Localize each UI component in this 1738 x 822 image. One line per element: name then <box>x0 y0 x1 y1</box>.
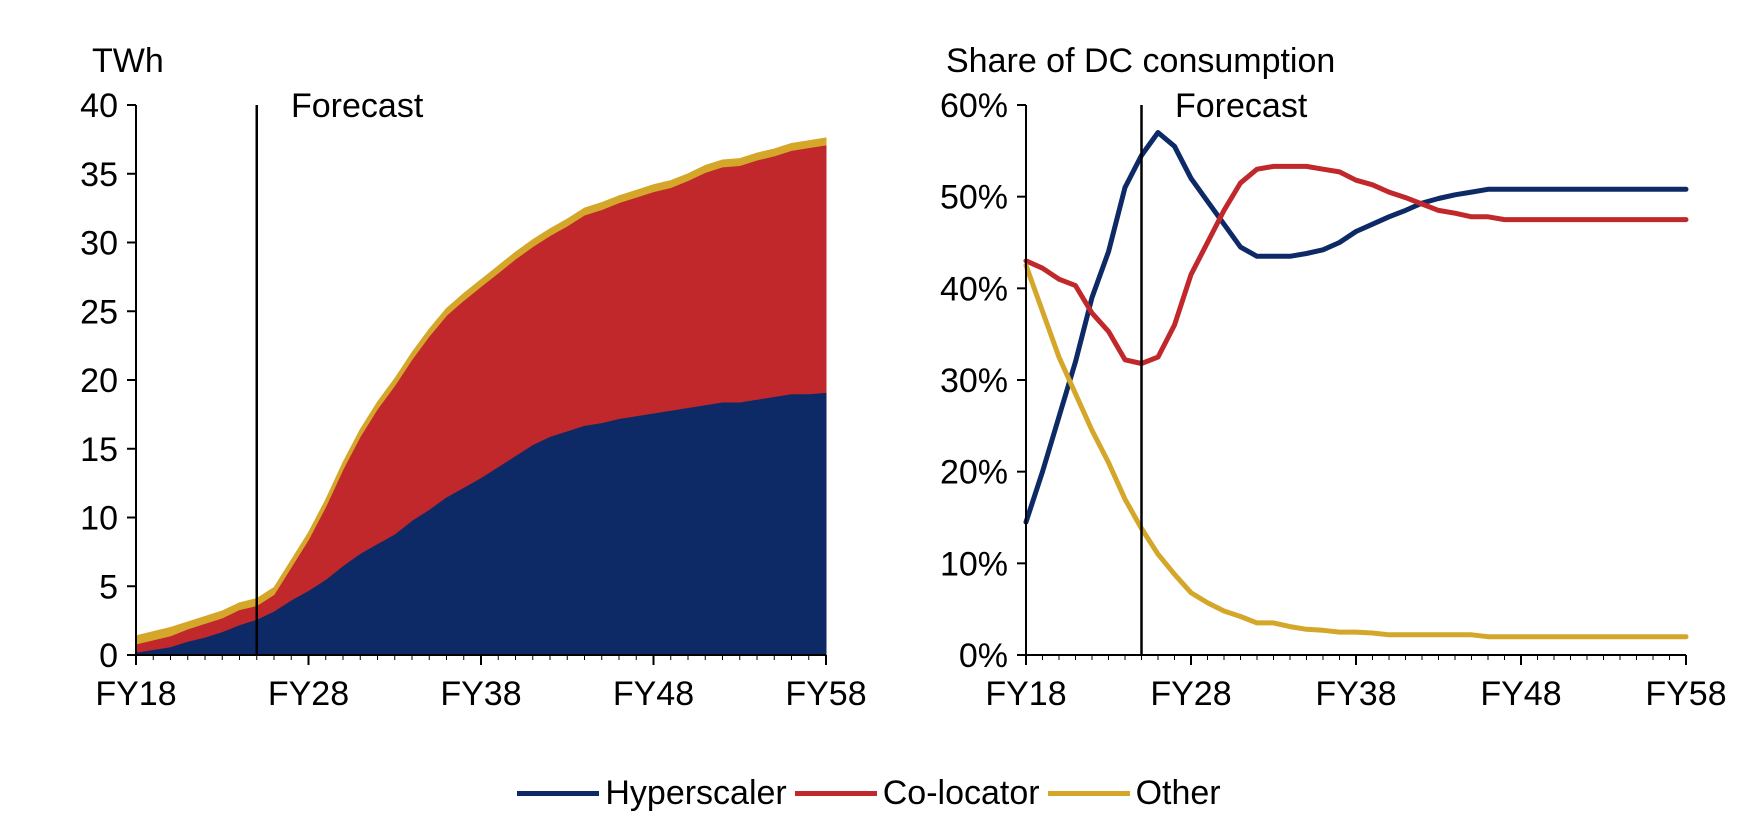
legend-item-co-locator: Co-locator <box>794 773 1040 813</box>
right-series-lines <box>1023 130 1689 640</box>
left-y-tick-label: 30 <box>80 225 118 263</box>
right-y-tick-label: 10% <box>940 545 1008 583</box>
left-forecast-label: Forecast <box>291 87 424 125</box>
right-y-tick-label: 0% <box>959 637 1008 675</box>
right-x-tick-label: FY48 <box>1480 675 1561 713</box>
right-y-tick-label: 50% <box>940 179 1008 217</box>
left-y-tick-label: 10 <box>80 500 118 538</box>
left-y-tick-label: 25 <box>80 293 118 331</box>
right-line-co-locator <box>1023 163 1689 366</box>
legend-swatch-co-locator <box>794 790 877 796</box>
left-stacked-areas <box>135 137 827 656</box>
left-y-axis-label: TWh <box>92 42 164 80</box>
left-x-tick-label: FY58 <box>785 675 866 713</box>
left-x-tick-label: FY38 <box>440 675 521 713</box>
left-y-tick-label: 35 <box>80 156 118 194</box>
right-y-tick-label: 60% <box>940 87 1008 125</box>
legend-item-other: Other <box>1047 773 1221 813</box>
legend-swatch-hyperscaler <box>517 790 600 796</box>
right-x-tick-label: FY18 <box>985 675 1066 713</box>
right-x-tick-label: FY58 <box>1645 675 1726 713</box>
right-x-tick-label: FY28 <box>1150 675 1231 713</box>
left-y-tick-label: 15 <box>80 431 118 469</box>
left-y-tick-label: 40 <box>80 87 118 125</box>
right-x-tick-label: FY38 <box>1315 675 1396 713</box>
left-x-ticks: FY18 FY28 FY38 FY48 FY58 <box>95 655 867 713</box>
right-chart-share: Share of DC consumption 0% 10% 20% 30% 40% 50… <box>940 42 1727 713</box>
right-y-tick-label: 20% <box>940 454 1008 492</box>
right-x-ticks: FY18 FY28 FY38 FY48 FY58 <box>985 655 1727 713</box>
left-y-tick-label: 0 <box>99 637 118 675</box>
left-x-tick-label: FY28 <box>268 675 349 713</box>
legend-item-hyperscaler: Hyperscaler <box>517 773 787 813</box>
left-x-tick-label: FY18 <box>95 675 176 713</box>
chart-legend: Hyperscaler Co-locator Other <box>0 770 1738 816</box>
left-area-other <box>135 137 827 645</box>
right-line-hyperscaler <box>1023 130 1689 525</box>
right-line-other <box>1023 262 1689 640</box>
right-forecast-label: Forecast <box>1175 87 1308 125</box>
legend-label-other: Other <box>1135 773 1221 812</box>
left-y-ticks: 0 5 10 15 20 25 30 35 40 <box>80 87 136 675</box>
legend-swatch-other <box>1047 790 1130 796</box>
right-y-ticks: 0% 10% 20% 30% 40% 50% 60% <box>940 87 1026 675</box>
left-x-tick-label: FY48 <box>613 675 694 713</box>
legend-label-hyperscaler: Hyperscaler <box>605 773 787 812</box>
right-y-tick-label: 40% <box>940 270 1008 308</box>
left-y-tick-label: 5 <box>99 568 118 606</box>
legend-label-co-locator: Co-locator <box>882 773 1040 812</box>
left-y-tick-label: 20 <box>80 362 118 400</box>
right-y-tick-label: 30% <box>940 362 1008 400</box>
right-y-axis-label: Share of DC consumption <box>946 42 1335 80</box>
left-chart-twh: TWh 0 5 10 15 20 25 30 35 40 FY18 FY28 FY38 FY48 FY5… <box>80 42 866 713</box>
